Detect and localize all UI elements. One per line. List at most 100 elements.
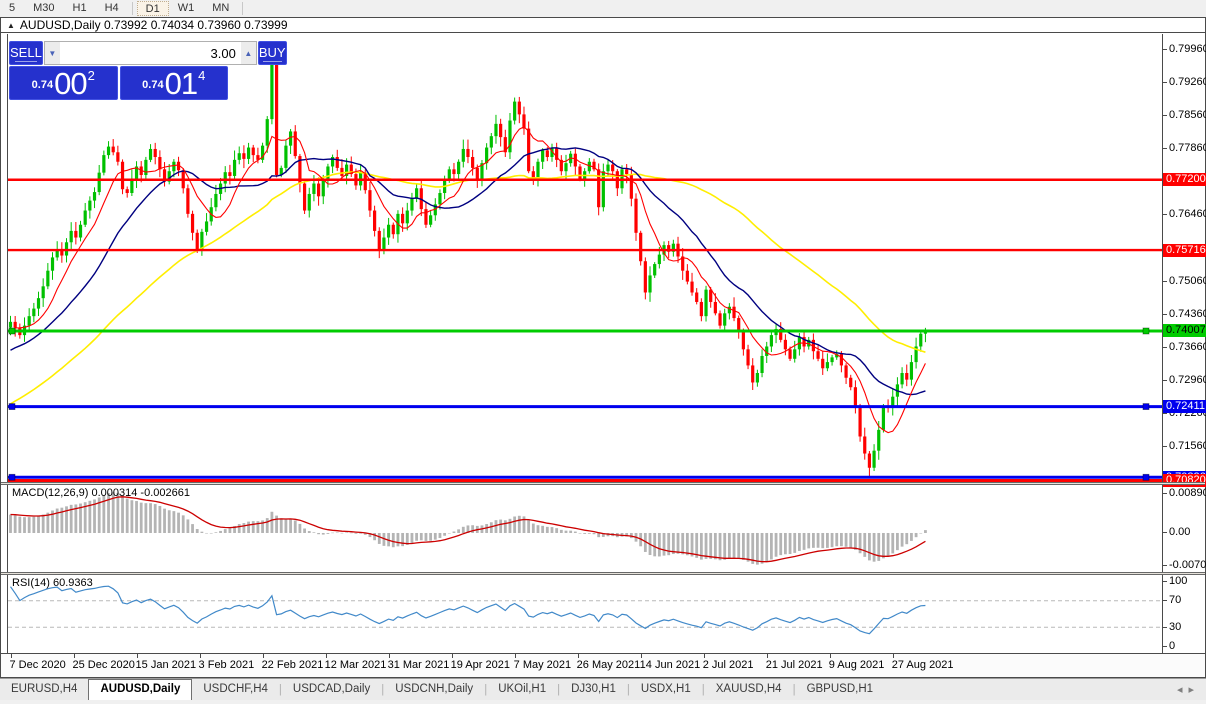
candle [849,374,853,391]
candle [368,181,372,217]
buy-price-big: 01 [164,66,198,101]
candle [583,168,587,187]
candle [116,145,120,166]
candle [260,142,265,163]
candle [723,308,727,333]
rsi-scale-label: 70 [1163,594,1181,607]
candle [601,163,605,212]
tab-scroll-arrows[interactable]: ◂▸ [1176,684,1200,696]
volume-input[interactable] [59,42,241,64]
date-axis-tick [892,654,894,658]
candle [69,222,73,249]
sell-quote-box[interactable]: 0.74 00 2 [9,66,118,100]
candle [503,129,507,157]
candle [597,163,601,216]
candle [471,149,475,176]
ohlc-close: 0.73999 [244,18,288,32]
candle [148,144,153,163]
price-axis-tick: 0.78560 [1163,109,1206,122]
buy-button[interactable]: BUY [257,41,287,65]
price-axis[interactable]: 0.79960 0.79260 0.78560 0.77860 0.76460 0.750… [1162,34,1206,653]
candle [769,331,773,353]
candle [83,202,87,228]
main-chart-canvas[interactable] [8,34,1162,482]
candle [461,139,465,168]
date-axis-tick [640,654,642,658]
tab-eurusd-h4[interactable]: EURUSD,H4 [11,683,78,695]
candle [288,128,293,154]
candle [830,354,834,366]
candle [424,202,428,228]
rsi-panel-canvas[interactable] [8,575,1162,653]
candle [162,162,167,187]
hline-0.70826[interactable] [8,473,1162,481]
date-axis[interactable]: 7 Dec 2020 25 Dec 2020 15 Jan 2021 3 Feb 20… [1,653,1205,677]
tab-separator: | [792,683,796,696]
candle [405,202,409,231]
buy-quote-box[interactable]: 0.74 01 4 [119,66,228,101]
timeframe-button-h4[interactable]: H4 [104,2,119,14]
timeframe-button-d1[interactable]: D1 [136,1,169,16]
candle [914,337,918,369]
tab-usdx-h1[interactable]: USDX,H1 [640,683,691,695]
moving-average-8 [10,126,926,434]
candle [891,388,895,416]
status-strip [0,700,1206,704]
tab-usdcnh-daily[interactable]: USDCNH,Daily [395,683,474,695]
candle [517,96,521,124]
hline-0.72411[interactable] [8,403,1162,410]
candle [452,162,456,182]
volume-decrease-button[interactable]: ▼ [44,42,60,64]
timeframe-button-5[interactable]: 5 [9,2,16,14]
candle [844,363,848,384]
panel-divider[interactable] [1,572,1205,575]
candle [564,154,568,180]
tab-ukoil-h1[interactable]: UKOil,H1 [498,683,547,695]
macd-panel-canvas[interactable] [8,485,1162,572]
timeframe-button-mn[interactable]: MN [212,2,230,14]
candle [415,184,419,203]
candle [391,222,395,239]
date-axis-tick [199,654,201,658]
candle [246,142,251,165]
chart-symbol: AUDUSD,Daily [19,18,101,32]
tab-separator: | [381,683,385,696]
candle [555,142,559,168]
candle [881,404,886,433]
tab-audusd-daily[interactable]: AUDUSD,Daily [88,679,193,700]
tab-usdcad-daily[interactable]: USDCAD,Daily [292,683,371,695]
candle [125,186,129,198]
candle [522,106,526,135]
tab-dj30-h1[interactable]: DJ30,H1 [571,683,616,695]
candle [41,278,45,307]
candle [92,187,97,209]
date-axis-label: 22 Feb 2021 [261,659,324,671]
tab-gbpusd-h1[interactable]: GBPUSD,H1 [806,683,874,695]
date-axis-label: 15 Jan 2021 [135,659,197,671]
date-axis-tick [136,654,138,658]
volume-increase-button[interactable]: ▲ [240,42,256,64]
macd-indicator-title: MACD(12,26,9) 0.000314 -0.002661 [12,487,190,499]
tab-separator: | [626,683,630,696]
timeframe-button-m30[interactable]: M30 [33,2,55,14]
price-level-label-0.72411: 0.72411 [1163,400,1206,414]
candle [592,158,596,172]
timeframe-button-h1[interactable]: H1 [72,2,87,14]
candle [373,205,377,237]
candle [536,158,540,187]
ohlc-high: 0.74034 [150,18,195,32]
panel-divider[interactable] [1,482,1205,485]
candle [102,150,106,176]
hline-0.74007[interactable] [8,327,1162,335]
timeframe-button-w1[interactable]: W1 [177,2,195,14]
candle [751,358,755,390]
sell-button[interactable]: SELL [9,41,43,65]
candle [755,369,759,387]
one-click-trading-widget: SELL ▼ ▲ BUY 0.74 00 2 0.74 01 4 [9,41,287,101]
rsi-indicator-title: RSI(14) 60.9363 [12,577,93,589]
tab-usdchf-h4[interactable]: USDCHF,H4 [203,683,268,695]
candle [330,154,335,174]
tab-xauusd-h4[interactable]: XAUUSD,H4 [715,683,782,695]
candle [27,308,31,332]
